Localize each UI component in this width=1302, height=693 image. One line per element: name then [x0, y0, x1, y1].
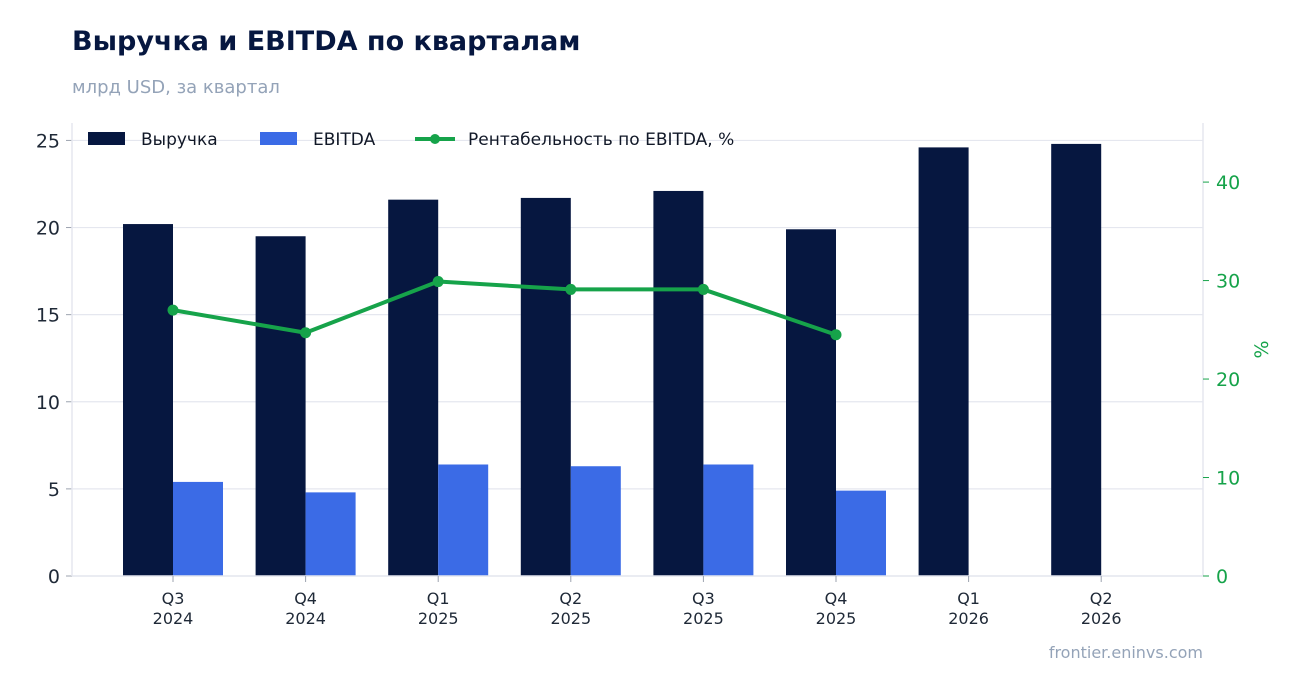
- chart-subtitle: млрд USD, за квартал: [72, 77, 280, 98]
- margin-point: [830, 329, 842, 341]
- x-tick-label: Q1 2025: [418, 589, 459, 628]
- ebitda-bar: [173, 481, 223, 576]
- x-tick-label: Q2 2025: [550, 589, 591, 628]
- y2-axis-label: %: [1251, 340, 1273, 358]
- y2-tick-label: 20: [1216, 369, 1240, 391]
- revenue-bar: [255, 236, 306, 576]
- x-tick-label: Q2 2026: [1081, 589, 1122, 628]
- ebitda-bar: [438, 464, 489, 576]
- legend-swatch-ebitda: [260, 132, 297, 145]
- y-tick-label: 10: [36, 392, 60, 414]
- y-tick-label: 5: [48, 479, 60, 501]
- grid-layer: [72, 139, 1203, 577]
- revenue-bar: [786, 229, 836, 576]
- ebitda-bar: [305, 492, 356, 576]
- x-tick-label: Q4 2025: [816, 589, 857, 628]
- legend-marker-margin: [430, 134, 440, 144]
- margin-point: [697, 283, 709, 295]
- legend-label-margin: Рентабельность по EBITDA, %: [468, 130, 734, 150]
- source-note: frontier.eninvs.com: [1048, 643, 1203, 662]
- y2-tick-label: 40: [1216, 172, 1240, 194]
- ebitda-bar: [836, 490, 886, 576]
- legend: Выручка EBITDA Рентабельность по EBITDA, %: [88, 130, 734, 150]
- y-tick-label: 25: [36, 130, 60, 152]
- bars-layer: [123, 143, 1102, 577]
- y-tick-label: 20: [36, 218, 60, 240]
- margin-point: [432, 276, 444, 288]
- legend-label-revenue: Выручка: [141, 130, 218, 150]
- axes-layer: 0 5 10 15 20 25 0 10 20 30 40% Q3 2024 Q4 2024 Q1 2025 Q2…: [36, 123, 1273, 628]
- revenue-bar: [123, 224, 173, 577]
- x-tick-label: Q1 2026: [948, 589, 989, 628]
- margin-point: [167, 304, 179, 316]
- legend-label-ebitda: EBITDA: [313, 130, 376, 150]
- ebitda-bar: [570, 466, 621, 576]
- y2-tick-label: 0: [1216, 566, 1228, 588]
- margin-line: [172, 279, 837, 337]
- revenue-bar: [1051, 143, 1102, 576]
- y-tick-label: 15: [36, 305, 60, 327]
- revenue-bar: [918, 147, 969, 576]
- revenue-bar: [653, 190, 704, 576]
- y-tick-label: 0: [48, 566, 60, 588]
- revenue-bar: [388, 199, 439, 576]
- x-tick-label: Q3 2024: [153, 589, 194, 628]
- chart-title: Выручка и EBITDA по кварталам: [72, 26, 581, 57]
- ebitda-bar: [703, 464, 754, 576]
- line-layer: [167, 276, 842, 341]
- margin-point: [565, 283, 577, 295]
- y2-tick-label: 30: [1216, 271, 1240, 293]
- y2-tick-label: 10: [1216, 468, 1240, 490]
- revenue-bar: [520, 197, 571, 576]
- margin-point: [300, 327, 312, 339]
- legend-swatch-revenue: [88, 132, 125, 145]
- x-tick-label: Q4 2024: [285, 589, 326, 628]
- x-tick-label: Q3 2025: [683, 589, 724, 628]
